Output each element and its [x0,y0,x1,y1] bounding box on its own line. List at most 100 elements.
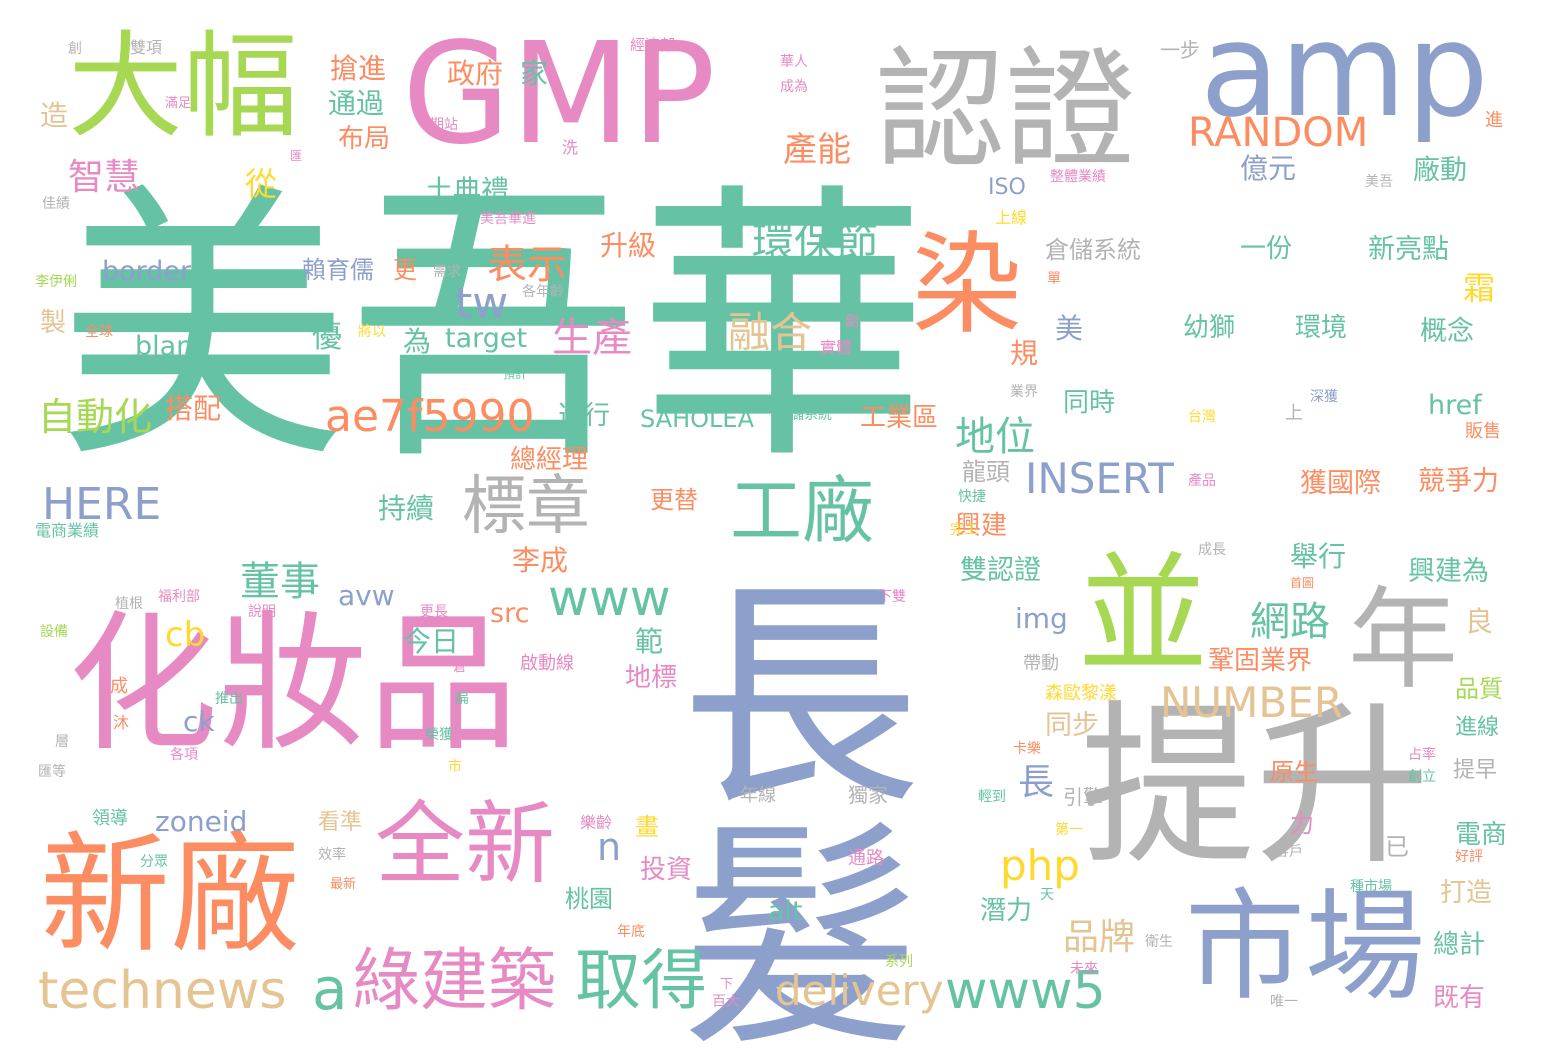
word: 產品 [1188,473,1216,489]
word: 客戶 [1275,844,1303,860]
word: 表示 [487,242,567,288]
word: 成 [110,676,128,697]
word: www [548,569,671,627]
word: 董事 [240,559,320,605]
word: technews [38,961,287,1021]
word: 品質 [1455,675,1503,703]
word: 電商 [1455,820,1508,850]
word: 取得 [575,942,707,1019]
word: 整體業績 [1050,169,1106,185]
word: 環境 [1295,313,1348,343]
word: 設備 [40,624,68,640]
word: alt [768,896,803,927]
word: 長 [1018,762,1055,803]
word: blank [135,331,209,362]
word: 福利部 [158,589,200,605]
word: RANDOM [1188,110,1369,156]
word: 更替 [650,486,698,514]
word: 各項 [170,747,198,763]
word: 化妝品 [68,598,519,772]
word: 預計 [503,367,528,381]
word: 美吾 [1365,174,1393,190]
word: ck [183,705,215,738]
word: 上 [1285,403,1303,424]
word: 雙認證 [960,555,1041,586]
word: 億元 [1240,152,1297,185]
word: 看準 [318,810,363,835]
word: 首圖 [1290,576,1315,590]
word: 概念 [1420,316,1474,347]
word: 樂齡 [580,813,613,832]
word: a [312,955,348,1023]
word: 獨家 [848,783,888,807]
word: 下 [720,977,734,992]
word: 倉 [453,659,467,675]
word: 倉儲系統 [1045,236,1141,264]
word: 美 [1055,312,1084,345]
word: 種市場 [1350,879,1392,895]
word: 推出 [215,691,243,707]
word: 森歐黎漾 [1045,683,1117,704]
word: 土典禮 [425,174,510,207]
word: 唯一 [1270,994,1298,1010]
word: 帶動 [1023,653,1059,674]
word: INSERT [1025,454,1174,503]
word: 幼獅 [1183,313,1236,343]
word: 各年齡 [522,284,564,300]
word: 效率 [318,847,346,863]
word: 李伊俐 [35,274,77,290]
word: 滿足 [165,96,192,111]
word: tw [455,278,509,329]
word: 並 [1078,539,1209,691]
word: 廠動 [1413,155,1467,186]
word: 同時 [1063,388,1116,418]
word: HERE [42,479,162,530]
word: 染 [912,221,1022,349]
word: 品牌 [1063,917,1136,958]
word: 興建 [955,511,1008,541]
word: 競爭力 [1418,466,1499,497]
word: 市 [448,759,462,775]
word: 自動化 [38,395,153,439]
word: 提升 [1080,686,1430,889]
word: 大幅 [68,20,299,154]
word: 雙項 [130,38,163,57]
word: 更 [393,256,417,284]
word: 年底 [617,924,645,940]
word: 地位 [955,414,1035,460]
word: 總計 [1433,930,1486,960]
word: 綠建築 [352,942,557,1021]
word: 匯 [290,149,303,163]
word: 業界 [1010,384,1038,400]
word: 打造 [1440,878,1493,908]
word: 分眾 [140,854,168,870]
word: 賴育儒 [302,256,374,284]
word: 總經理 [510,445,589,475]
word: php [1000,841,1080,890]
word: 洗 [562,138,579,157]
word: 桃園 [565,885,613,913]
word: 霜 [1463,269,1496,307]
word: ae7f5990 [325,391,535,442]
word: 引擎 [1063,785,1103,809]
word: 電商業績 [35,521,100,540]
word: 期站 [430,117,458,133]
word: 全新 [375,792,555,897]
word: 好評 [1455,849,1483,865]
word: 優 [312,320,342,355]
word: 領導 [92,808,128,829]
word: 創 [68,41,82,57]
word: 製 [40,308,67,338]
word: 長髮 [640,570,920,1050]
word: 新廠 [40,819,301,971]
word: avw [338,579,395,612]
word: 百大 [712,994,740,1010]
word: 系列 [885,954,913,970]
word: 更長 [420,604,448,620]
word: 年線 [740,785,776,806]
word: 經濟部 [630,36,676,54]
word: GMP [402,13,716,176]
word: 生產 [552,315,632,361]
word: 完工 [950,522,978,538]
word: 舉行 [1290,540,1347,573]
